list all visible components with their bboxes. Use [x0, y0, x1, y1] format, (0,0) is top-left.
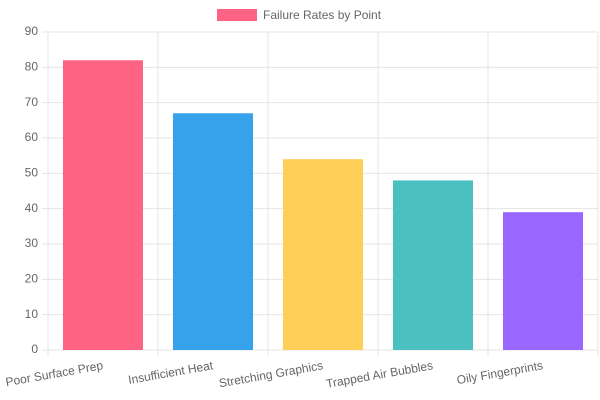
y-tick-label: 0	[31, 342, 38, 356]
y-tick-label: 90	[25, 24, 39, 38]
y-tick-label: 30	[25, 236, 39, 250]
x-tick-label: Insufficient Heat	[127, 358, 215, 387]
y-tick-label: 20	[25, 272, 39, 286]
y-tick-label: 50	[25, 166, 39, 180]
y-tick-label: 10	[25, 307, 39, 321]
y-tick-label: 60	[25, 130, 39, 144]
legend-swatch	[217, 9, 257, 21]
x-tick-label: Poor Surface Prep	[4, 358, 104, 389]
x-tick-label: Trapped Air Bubbles	[325, 358, 434, 391]
y-tick-label: 70	[25, 95, 39, 109]
x-tick-label: Stretching Graphics	[218, 358, 324, 390]
bar	[393, 180, 473, 350]
bar	[503, 212, 583, 350]
y-tick-label: 40	[25, 201, 39, 215]
legend-label: Failure Rates by Point	[263, 8, 382, 22]
bar	[283, 159, 363, 350]
bar	[63, 60, 143, 351]
x-tick-label: Oily Fingerprints	[456, 358, 544, 387]
y-tick-label: 80	[25, 60, 39, 74]
bar	[173, 113, 253, 351]
